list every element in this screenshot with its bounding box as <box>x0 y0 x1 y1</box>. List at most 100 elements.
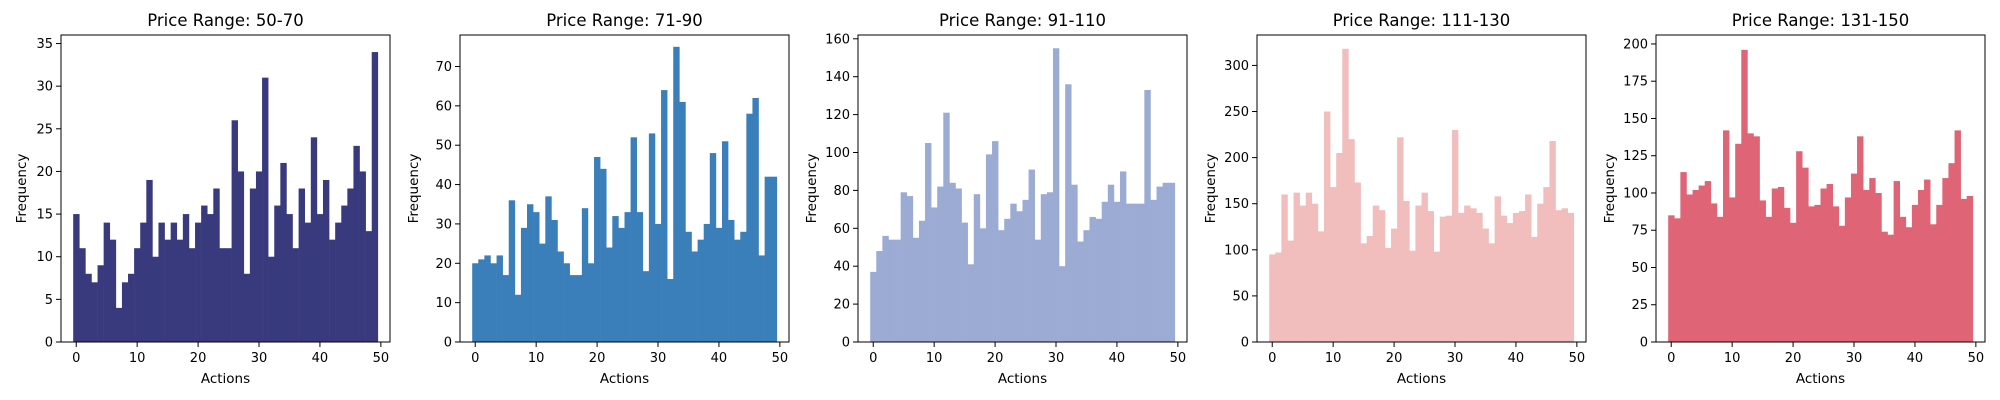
histogram-bar <box>1729 197 1736 342</box>
histogram-bar <box>673 46 680 343</box>
histogram-bar <box>1494 196 1501 342</box>
y-tick-label: 120 <box>825 108 850 123</box>
histogram-bar <box>870 271 877 342</box>
y-tick-label: 175 <box>1623 75 1648 90</box>
histogram-bar <box>1144 89 1151 343</box>
histogram-bar <box>1518 211 1526 342</box>
histogram-bar <box>1960 198 1968 342</box>
y-tick-label: 10 <box>36 250 53 265</box>
histogram-bar <box>770 176 778 342</box>
x-tick-label: 10 <box>1325 351 1342 366</box>
histogram-bar <box>1482 228 1489 342</box>
histogram-bar <box>551 219 558 342</box>
y-tick-label: 150 <box>1623 112 1648 127</box>
x-tick-label: 0 <box>1268 351 1276 366</box>
histogram-bar <box>237 171 245 342</box>
y-tick-label: 20 <box>36 165 53 180</box>
histogram-bar <box>1488 243 1495 342</box>
histogram-bar <box>1954 130 1961 342</box>
y-tick-label: 15 <box>36 208 53 223</box>
histogram-bar <box>1107 184 1115 342</box>
x-tick-label: 10 <box>1724 351 1741 366</box>
histogram-bar <box>1555 210 1562 342</box>
histogram-bar <box>1525 194 1532 342</box>
x-tick-label: 20 <box>589 351 606 366</box>
histogram-bar <box>316 214 324 342</box>
histogram-bar <box>1077 241 1084 342</box>
histogram-bar <box>310 137 318 342</box>
histogram-bar <box>1126 203 1133 342</box>
histogram-bar <box>484 255 491 342</box>
histogram-bar <box>146 179 153 342</box>
histogram-bar <box>1132 203 1139 342</box>
histogram-bar <box>1071 184 1078 342</box>
axes-frame <box>459 34 790 343</box>
y-tick-label: 60 <box>833 222 850 237</box>
axes-frame <box>1655 34 1986 343</box>
histogram-bar <box>1366 235 1374 342</box>
histogram-bar <box>280 162 287 342</box>
histogram-bar <box>606 247 613 342</box>
histogram-bar <box>268 256 275 342</box>
histogram-bar <box>728 219 735 342</box>
histogram-bar <box>1324 111 1331 343</box>
histogram-bar <box>182 214 190 342</box>
histogram-bar <box>1716 216 1724 342</box>
histogram-bar <box>79 248 86 342</box>
histogram-bar <box>1016 211 1023 342</box>
histogram-bar <box>1802 167 1809 342</box>
histogram-bar <box>876 251 883 342</box>
y-tick-label: 30 <box>435 217 452 232</box>
histogram-bar <box>176 239 184 342</box>
histogram-bar <box>1869 178 1876 342</box>
histogram-bar <box>1089 216 1096 342</box>
y-tick-label: 100 <box>825 146 850 161</box>
histogram-bar <box>581 208 589 342</box>
histogram-bar <box>262 77 269 342</box>
histogram-bar <box>496 255 503 342</box>
histogram-bar <box>1826 184 1833 342</box>
histogram-bar <box>1942 178 1949 342</box>
histogram-bar <box>1893 181 1900 342</box>
histogram-bar <box>1281 194 1288 342</box>
histogram-bar <box>164 239 171 342</box>
y-tick-label: 0 <box>1241 336 1249 351</box>
histogram-bar <box>1747 133 1754 342</box>
y-tick-label: 40 <box>833 260 850 275</box>
histogram-bar <box>1311 203 1319 342</box>
histogram-bar <box>1138 203 1145 342</box>
histogram-bar <box>514 294 522 342</box>
histogram-bar <box>1336 153 1343 342</box>
histogram-bar <box>1427 211 1434 342</box>
y-tick-label: 125 <box>1623 149 1648 164</box>
chart-panels: 0 10 20 30 40 50 0 5 10 15 20 25 30 35 Price Range: 50… <box>14 11 1986 387</box>
histogram-bar <box>1753 136 1760 342</box>
y-axis-label: Frequency <box>1602 154 1618 224</box>
y-tick-label: 80 <box>833 184 850 199</box>
histogram-bar <box>1113 201 1121 342</box>
histogram-bar <box>1704 181 1712 342</box>
bar-series <box>472 46 778 343</box>
histogram-bar <box>1415 205 1422 342</box>
histogram-bar <box>1875 192 1882 342</box>
x-axis-label: Actions <box>600 371 649 387</box>
histogram-bar <box>734 239 741 342</box>
histogram-bar <box>1881 231 1888 342</box>
x-tick-label: 40 <box>312 351 329 366</box>
y-tick-label: 25 <box>1631 298 1648 313</box>
histogram-bar <box>188 248 196 342</box>
histogram-bar <box>1348 139 1355 342</box>
histogram-bar <box>1269 254 1276 342</box>
y-tick-label: 200 <box>1224 151 1249 166</box>
y-tick-label: 60 <box>435 99 452 114</box>
histogram-bar <box>1458 212 1465 342</box>
histogram-bar <box>1512 212 1520 342</box>
y-tick-label: 200 <box>1623 37 1648 52</box>
histogram-bar <box>359 171 366 342</box>
histogram-bar <box>563 263 570 342</box>
y-axis-label: Frequency <box>406 154 422 224</box>
histogram-bar <box>888 239 895 342</box>
histogram-bar <box>1162 182 1170 342</box>
histogram-bar <box>103 222 111 342</box>
histogram-bar <box>341 205 348 342</box>
